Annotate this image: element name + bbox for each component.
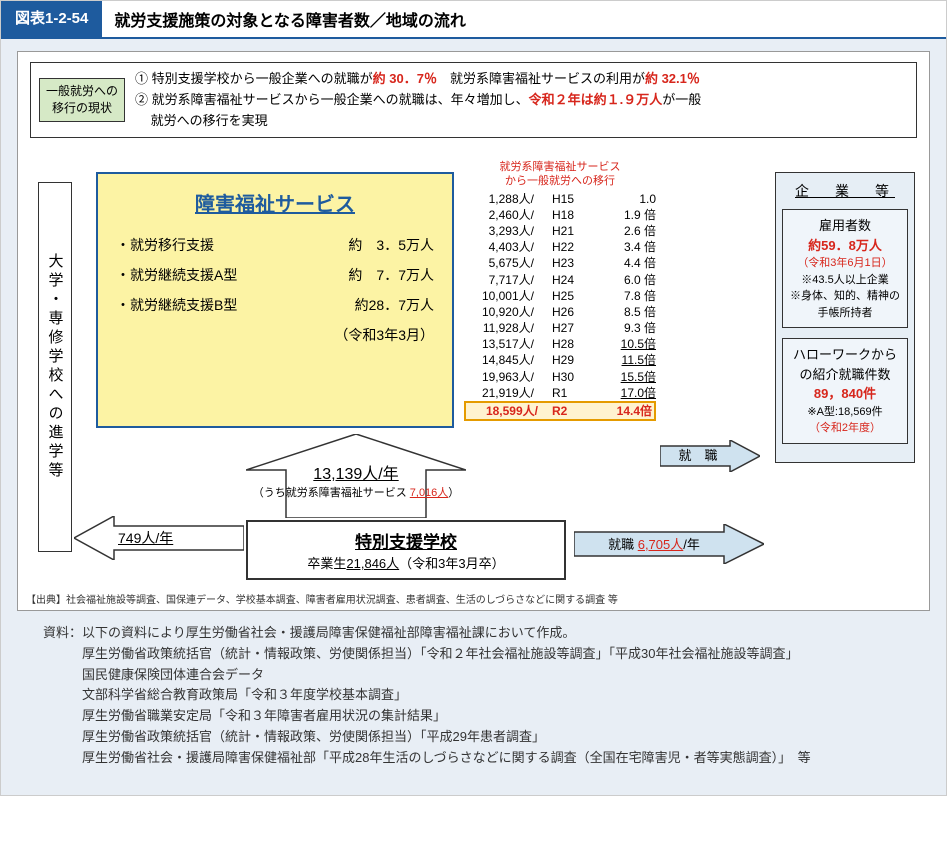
transition-row: 3,293人/H212.6 倍	[464, 223, 656, 239]
welfare-title: 障害福祉サービス	[116, 188, 434, 217]
status-text: ① 特別支援学校から一般企業への就職が約 30．7％ 就労系障害福祉サービスの利…	[135, 69, 701, 131]
footer-line: 厚生労働省政策統括官（統計・情報政策、労使関係担当）「平成29年患者調査」	[43, 727, 904, 748]
footer-intro: 資料：以下の資料により厚生労働省社会・援護局障害保健福祉部障害福祉課において作成…	[43, 623, 904, 644]
footer-line: 文部科学省総合教育政策局「令和３年度学校基本調査」	[43, 685, 904, 706]
special-school-box: 特別支援学校 卒業生21,846人（令和3年3月卒）	[246, 520, 566, 580]
welfare-date: （令和3年3月）	[116, 325, 434, 345]
transition-row: 2,460人/H181.9 倍	[464, 207, 656, 223]
status-label-l1: 一般就労への	[46, 84, 118, 98]
transition-row: 14,845人/H2911.5倍	[464, 352, 656, 368]
company-employment-box: 雇用者数 約59．8万人 （令和3年6月1日） ※43.5人以上企業 ※身体、知…	[782, 209, 908, 328]
transition-row: 13,517人/H2810.5倍	[464, 336, 656, 352]
arrow-employment-1-label: 就 職	[678, 448, 717, 463]
welfare-services-box: 障害福祉サービス ・就労移行支援約 3．5万人・就労継続支援A型約 7．7万人・…	[96, 172, 454, 428]
transition-row: 19,963人/H3015.5倍	[464, 369, 656, 385]
welfare-row: ・就労移行支援約 3．5万人	[116, 235, 434, 255]
transition-row: 10,001人/H257.8 倍	[464, 288, 656, 304]
figure-number: 図表1-2-54	[1, 1, 102, 37]
school-title: 特別支援学校	[254, 528, 558, 553]
arrow-up-text: 13,139人/年 （うち就労系障害福祉サービス 7,016人）	[246, 460, 466, 500]
welfare-row: ・就労継続支援A型約 7．7万人	[116, 265, 434, 285]
figure-title: 就労支援施策の対象となる障害者数／地域の流れ	[102, 1, 946, 37]
arrow-left-label: 749人/年	[118, 528, 173, 548]
transition-column: 就労系障害福祉サービス から一般就労への移行 1,288人/H151.02,46…	[464, 160, 656, 421]
source-credit: 【出典】社会福祉施設等調査、国保連データ、学校基本調査、障害者雇用状況調査、患者…	[26, 591, 618, 606]
transition-row: 1,288人/H151.0	[464, 191, 656, 207]
footer-line: 厚生労働省社会・援護局障害保健福祉部「平成28年生活のしづらさなどに関する調査（…	[43, 748, 904, 769]
footer-line: 厚生労働省職業安定局「令和３年障害者雇用状況の集計結果」	[43, 706, 904, 727]
status-label-l2: 移行の現状	[52, 101, 112, 115]
welfare-row: ・就労継続支援B型約28．7万人	[116, 295, 434, 315]
transition-highlight-row: 18,599人/ R2 14.4倍	[464, 401, 656, 421]
company-box: 企 業 等 雇用者数 約59．8万人 （令和3年6月1日） ※43.5人以上企業…	[775, 172, 915, 463]
transition-row: 11,928人/H279.3 倍	[464, 320, 656, 336]
footer-line: 国民健康保険団体連合会データ	[43, 665, 904, 686]
titlebar: 図表1-2-54 就労支援施策の対象となる障害者数／地域の流れ	[1, 1, 946, 39]
left-university-text: 大学・専修学校への進学等	[45, 253, 66, 481]
company-hellowork-box: ハローワークから の紹介就職件数 89，840件 ※A型:18,569件 （令和…	[782, 338, 908, 444]
transition-row: 21,919人/R117.0倍	[464, 385, 656, 401]
company-title: 企 業 等	[782, 181, 908, 201]
transition-row: 7,717人/H246.0 倍	[464, 272, 656, 288]
transition-row: 10,920人/H268.5 倍	[464, 304, 656, 320]
transition-row: 5,675人/H234.4 倍	[464, 255, 656, 271]
school-sub: 卒業生21,846人（令和3年3月卒）	[254, 553, 558, 572]
arrow-employment-2: 就職 6,705人/年	[574, 524, 764, 564]
footer-line: 厚生労働省政策統括官（統計・情報政策、労使関係担当）「令和２年社会福祉施設等調査…	[43, 644, 904, 665]
footer-sources: 資料：以下の資料により厚生労働省社会・援護局障害保健福祉部障害福祉課において作成…	[17, 611, 930, 787]
arrow-employment-1: 就 職	[660, 440, 760, 472]
arrow-left-out: 749人/年	[74, 516, 244, 560]
main-area: 一般就労への 移行の現状 ① 特別支援学校から一般企業への就職が約 30．7％ …	[1, 39, 946, 795]
status-label: 一般就労への 移行の現状	[39, 78, 125, 122]
status-box: 一般就労への 移行の現状 ① 特別支援学校から一般企業への就職が約 30．7％ …	[30, 62, 917, 138]
left-university-box: 大学・専修学校への進学等	[38, 182, 72, 552]
transition-title: 就労系障害福祉サービス から一般就労への移行	[464, 160, 656, 189]
page: 図表1-2-54 就労支援施策の対象となる障害者数／地域の流れ 一般就労への 移…	[0, 0, 947, 796]
transition-row: 4,403人/H223.4 倍	[464, 239, 656, 255]
diagram-inner: 一般就労への 移行の現状 ① 特別支援学校から一般企業への就職が約 30．7％ …	[17, 51, 930, 611]
